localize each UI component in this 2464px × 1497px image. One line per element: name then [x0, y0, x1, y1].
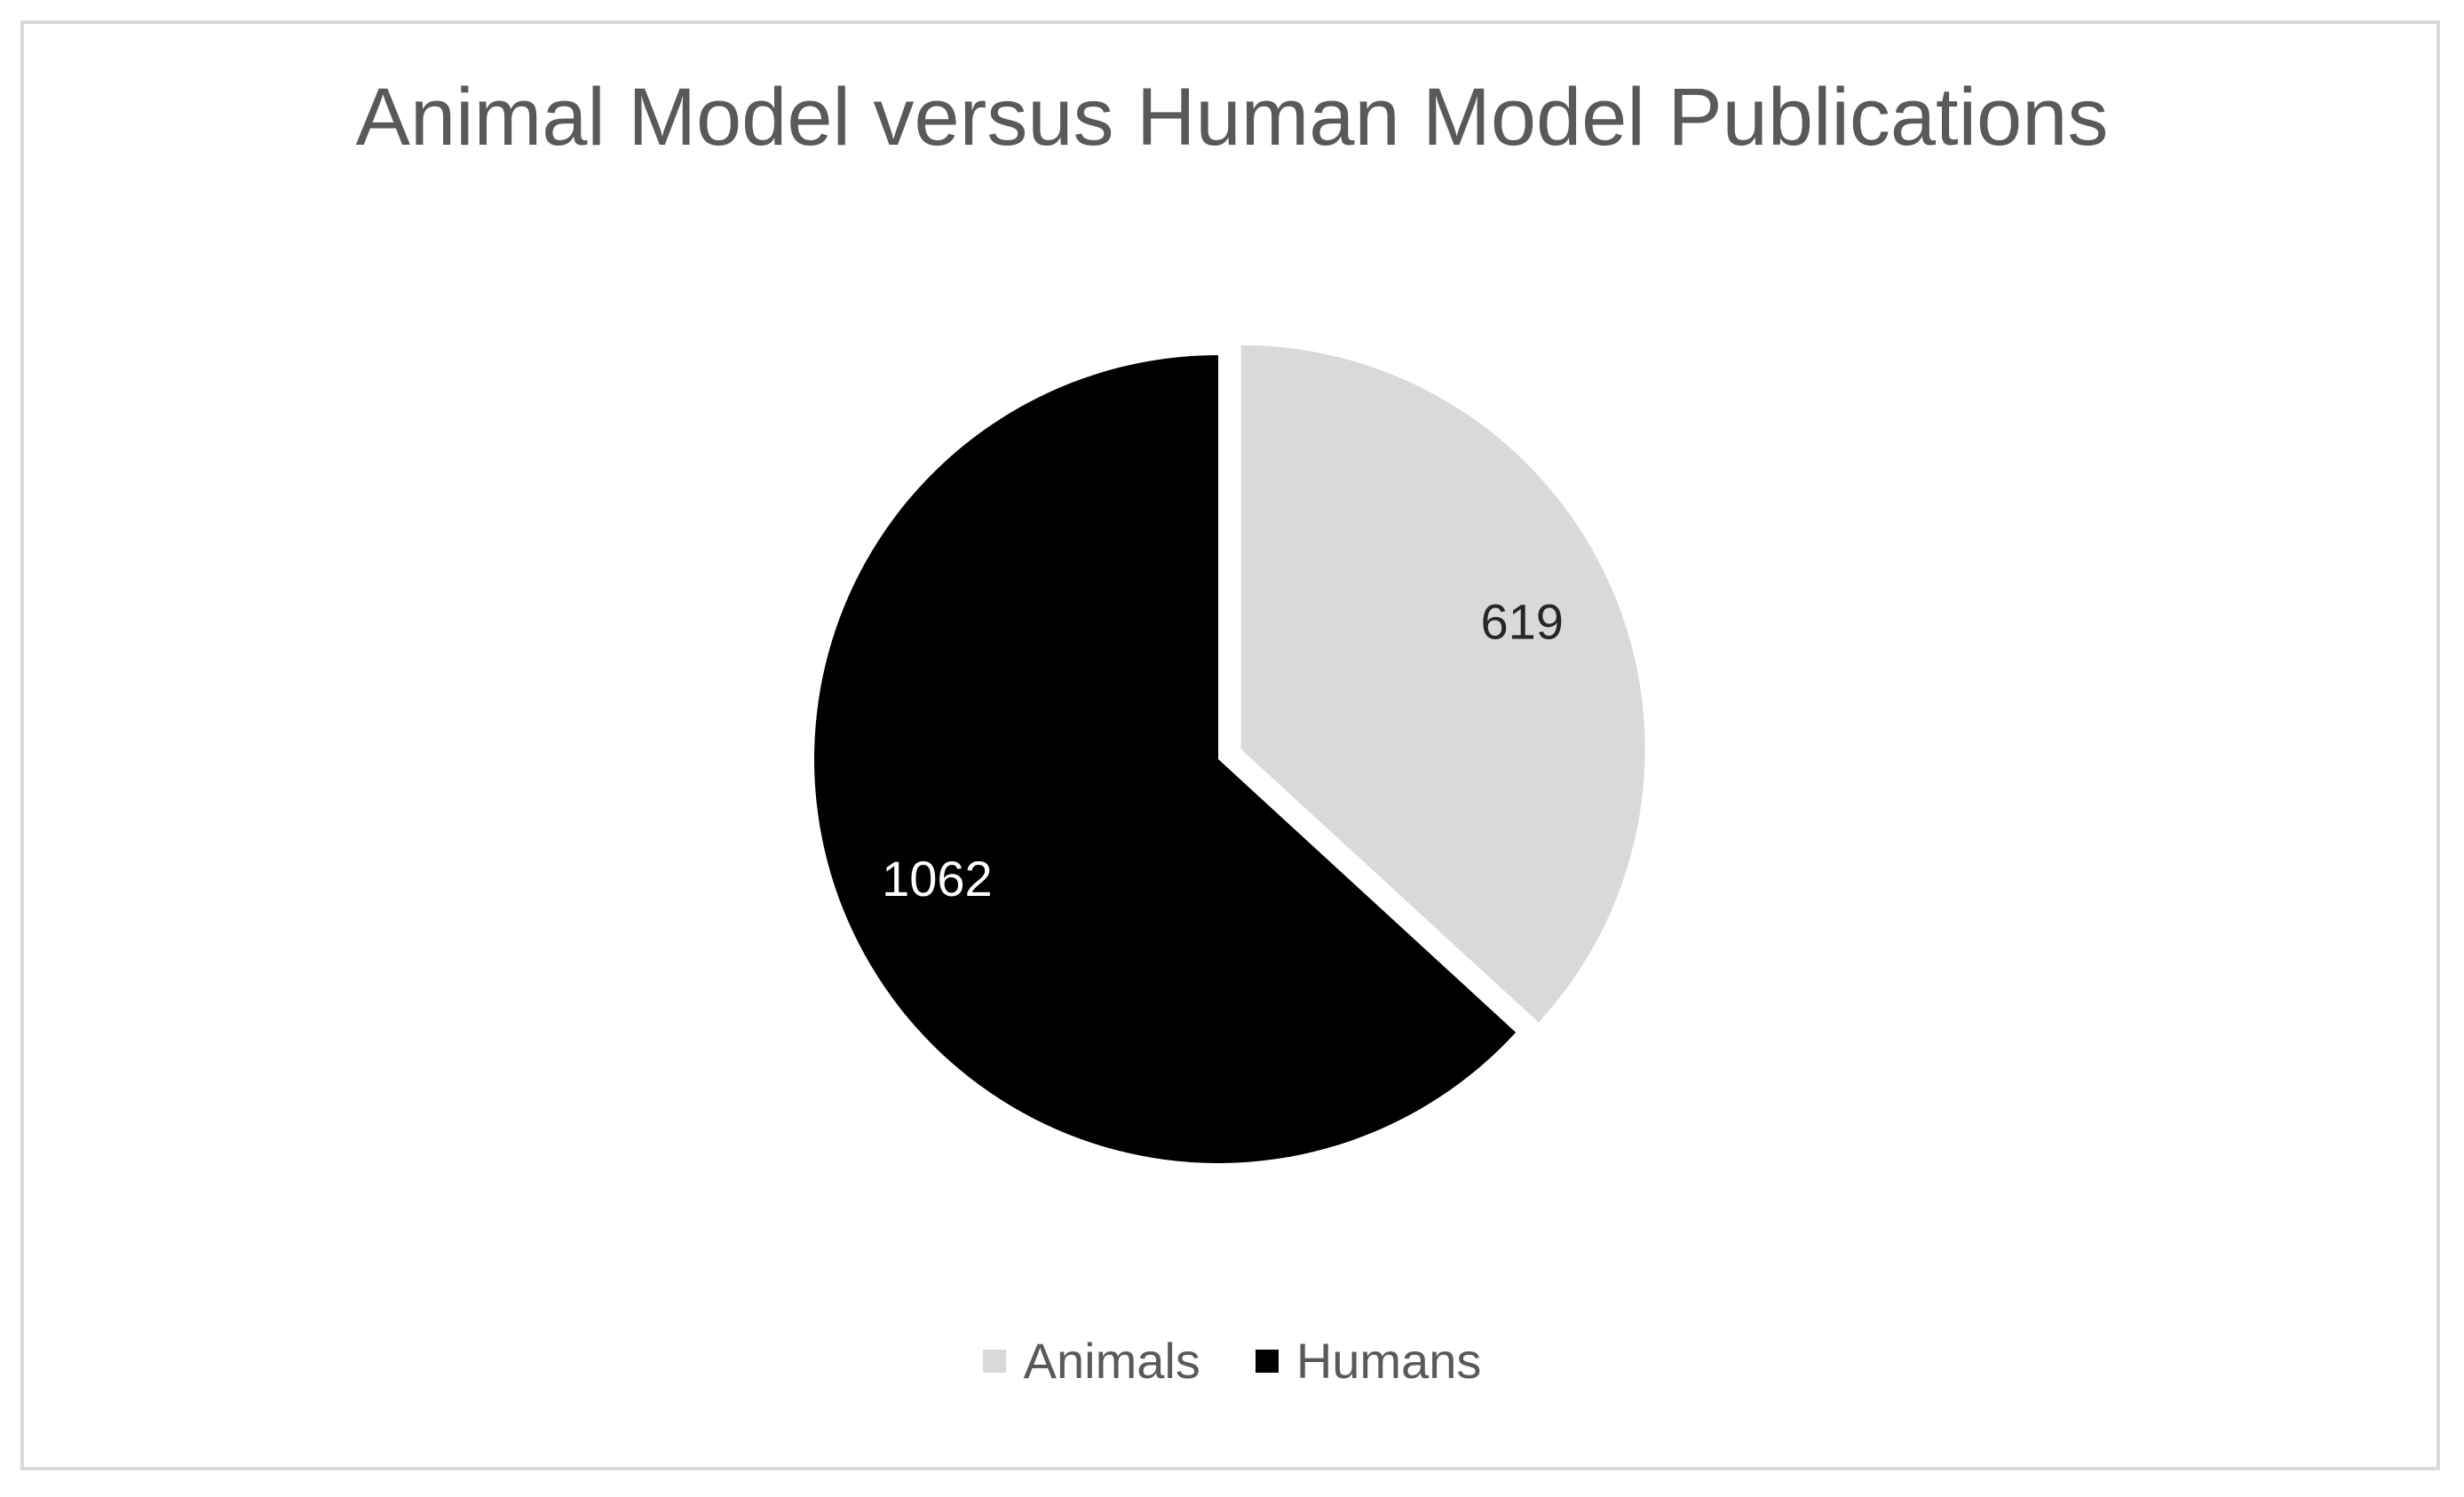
pie-slice-animals[interactable]	[1240, 345, 1645, 1023]
legend-swatch-humans	[1255, 1350, 1279, 1373]
legend: Animals Humans	[0, 1336, 2464, 1386]
chart-area	[20, 20, 2440, 1470]
legend-entry-humans[interactable]: Humans	[1255, 1333, 1482, 1389]
legend-label-animals: Animals	[1023, 1333, 1200, 1389]
legend-swatch-animals	[982, 1350, 1006, 1373]
data-label-animals: 619	[1481, 593, 1564, 649]
pie-slice-humans[interactable]	[814, 355, 1517, 1163]
data-labels: 619 1062	[882, 593, 1564, 906]
legend-entry-animals[interactable]: Animals	[982, 1333, 1200, 1389]
pie-slices	[814, 345, 1645, 1163]
chart-title: Animal Model versus Human Model Publicat…	[355, 72, 2109, 162]
legend-label-humans: Humans	[1295, 1333, 1482, 1389]
data-label-humans: 1062	[882, 851, 993, 907]
